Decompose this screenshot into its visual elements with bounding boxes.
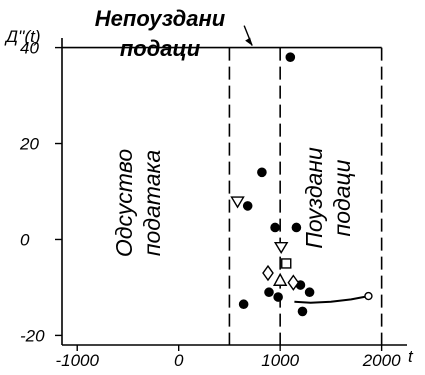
- y-tick-label: 20: [19, 135, 39, 154]
- x-tick-label: 1000: [261, 351, 299, 370]
- data-point-filled: [264, 287, 274, 298]
- region-no-data-line2: података: [139, 150, 165, 256]
- data-point-filled: [297, 306, 308, 317]
- annotation-unreliable-line2: подаци: [120, 36, 201, 61]
- data-point-diamond: [262, 264, 274, 282]
- data-point-filled: [238, 299, 249, 310]
- y-tick-label: -20: [20, 326, 45, 345]
- x-axis-title: t: [408, 347, 414, 366]
- x-tick-label: 0: [174, 351, 184, 370]
- x-tick-label: 2000: [362, 351, 401, 370]
- data-point-filled: [257, 167, 267, 178]
- data-point-filled: [304, 287, 315, 298]
- annotation-arrowhead: [245, 37, 253, 46]
- annotation-unreliable-line1: Непоуздани: [95, 6, 226, 31]
- data-point-triangle-up: [272, 272, 288, 286]
- data-point-filled: [242, 201, 253, 211]
- data-point-filled: [270, 222, 280, 233]
- data-point-filled: [273, 292, 283, 302]
- region-no-data-line1: Одсуство: [111, 149, 137, 258]
- data-point-filled: [291, 222, 302, 233]
- data-point-open-circle: [364, 291, 373, 301]
- trend-curve: [294, 295, 369, 304]
- y-axis-title: Д''(t): [4, 27, 41, 46]
- x-tick-label: -1000: [55, 351, 99, 370]
- data-point-diamond: [287, 274, 300, 291]
- data-point-triangle-down: [273, 241, 289, 255]
- data-point-filled: [285, 52, 296, 62]
- region-reliable-line1: Поуздани: [301, 147, 327, 249]
- y-tick-label: 40: [20, 39, 39, 58]
- region-reliable-line2: подаци: [329, 159, 355, 236]
- data-point-triangle-down: [230, 196, 245, 209]
- y-tick-label: 0: [20, 230, 30, 249]
- data-point-square: [281, 258, 292, 269]
- plot-area: [55, 25, 383, 351]
